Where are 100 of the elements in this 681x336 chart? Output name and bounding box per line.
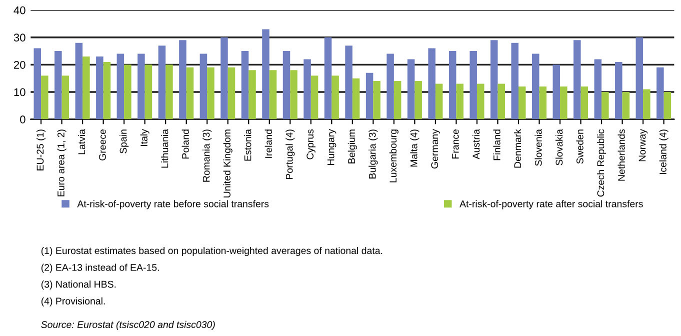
x-tick-label: Euro area (1, 2) bbox=[57, 130, 66, 196]
x-tick-label: Bulgaria (3) bbox=[368, 130, 378, 178]
y-tick-label: 30 bbox=[14, 34, 26, 42]
bar bbox=[532, 54, 540, 120]
bar bbox=[207, 67, 214, 120]
bar bbox=[220, 37, 228, 120]
x-tick-label: Romania (3) bbox=[202, 130, 212, 182]
bar bbox=[34, 48, 42, 120]
bar bbox=[373, 81, 380, 120]
bar bbox=[304, 59, 311, 120]
x-tick-label: Iceland (4) bbox=[659, 130, 668, 174]
bar bbox=[144, 64, 152, 120]
bar bbox=[594, 59, 602, 120]
bar bbox=[124, 64, 132, 120]
x-tick-label: Czech Republic bbox=[597, 129, 606, 197]
x-tick-label: Malta (4) bbox=[410, 130, 420, 167]
bar bbox=[324, 37, 332, 120]
bar bbox=[54, 51, 62, 120]
bar bbox=[96, 56, 104, 120]
bar bbox=[636, 37, 644, 120]
text: (1) Eurostat estimates based on population-weighted averages of national data. bbox=[41, 246, 382, 256]
bar bbox=[560, 86, 568, 120]
text: (3) National HBS. bbox=[41, 280, 116, 290]
bar bbox=[386, 54, 394, 120]
x-tick-label: Austria bbox=[472, 129, 480, 160]
bar bbox=[75, 42, 83, 120]
x-tick-label: Ireland bbox=[264, 130, 272, 158]
bar bbox=[656, 67, 664, 120]
x-tick-label: Slovakia bbox=[555, 129, 563, 166]
bar bbox=[456, 84, 464, 120]
x-tick-label: Slovenia bbox=[534, 129, 542, 166]
x-tick-label: Germany bbox=[431, 129, 440, 168]
x-tick-label: Belgium bbox=[348, 130, 357, 164]
bar bbox=[407, 59, 415, 120]
bar bbox=[41, 76, 48, 120]
y-tick-label: 0 bbox=[20, 116, 26, 124]
legend-label: At-risk-of-poverty rate before social transfers bbox=[77, 200, 269, 210]
bar bbox=[262, 29, 270, 120]
bar bbox=[332, 76, 339, 120]
bar bbox=[282, 51, 290, 120]
x-tick-label: Netherlands bbox=[618, 129, 625, 181]
bar bbox=[158, 46, 166, 120]
bar bbox=[428, 48, 436, 120]
x-tick-label: Latvia bbox=[78, 129, 86, 154]
bar bbox=[228, 67, 236, 120]
bar bbox=[62, 76, 70, 120]
bar bbox=[82, 56, 90, 120]
x-tick-label: Italy bbox=[140, 129, 150, 146]
x-tick-label: United Kingdom bbox=[223, 130, 232, 198]
bar bbox=[138, 54, 145, 120]
bar bbox=[574, 40, 581, 120]
bar bbox=[511, 42, 518, 120]
bar bbox=[269, 70, 277, 120]
bar bbox=[552, 64, 560, 120]
bar bbox=[290, 70, 298, 120]
bar bbox=[448, 51, 456, 120]
x-tick-label: Greece bbox=[99, 129, 106, 160]
bar bbox=[394, 81, 402, 120]
x-tick-label: Poland bbox=[182, 130, 189, 158]
bar bbox=[200, 54, 208, 120]
y-tick-label: 20 bbox=[14, 60, 26, 69]
bar bbox=[580, 86, 588, 120]
text: (4) Provisional. bbox=[41, 297, 105, 306]
x-tick-label: Finland bbox=[493, 130, 500, 160]
bar bbox=[352, 78, 360, 120]
bar bbox=[103, 62, 111, 120]
bar bbox=[179, 40, 186, 120]
bar bbox=[435, 84, 443, 120]
x-tick-label: Denmark bbox=[514, 128, 522, 168]
source-note: Source: Eurostat (tsisc020 and tsisc030) bbox=[41, 320, 215, 330]
y-tick-label: 10 bbox=[14, 88, 26, 96]
bar bbox=[539, 86, 547, 120]
y-tick-label: 40 bbox=[14, 6, 26, 14]
bar bbox=[248, 70, 256, 120]
legend-label: At-risk-of-poverty rate after social transfers bbox=[460, 200, 643, 210]
bar bbox=[490, 40, 498, 120]
bar bbox=[622, 92, 630, 120]
text: (2) EA-13 instead of EA-15. bbox=[41, 264, 159, 273]
bar bbox=[116, 54, 124, 120]
bar bbox=[602, 92, 609, 120]
bar bbox=[186, 67, 194, 120]
bar bbox=[498, 84, 505, 120]
bar bbox=[345, 46, 352, 120]
bar bbox=[414, 81, 422, 120]
x-tick-label: Norway bbox=[638, 129, 648, 162]
bar bbox=[664, 92, 672, 120]
x-tick-label: Sweden bbox=[576, 130, 584, 164]
bar bbox=[518, 86, 526, 120]
x-tick-label: Lithuania bbox=[161, 129, 168, 168]
bar bbox=[643, 89, 650, 120]
x-tick-label: France bbox=[452, 129, 459, 158]
x-tick-label: EU-25 (1) bbox=[36, 130, 46, 170]
bar bbox=[476, 84, 484, 120]
bar bbox=[470, 51, 477, 120]
x-tick-label: Hungary bbox=[327, 129, 336, 165]
bar bbox=[366, 72, 374, 120]
bar bbox=[166, 64, 173, 120]
x-tick-label: Spain bbox=[120, 130, 129, 154]
bar bbox=[310, 76, 318, 120]
x-tick-label: Portugal (4) bbox=[286, 130, 295, 179]
